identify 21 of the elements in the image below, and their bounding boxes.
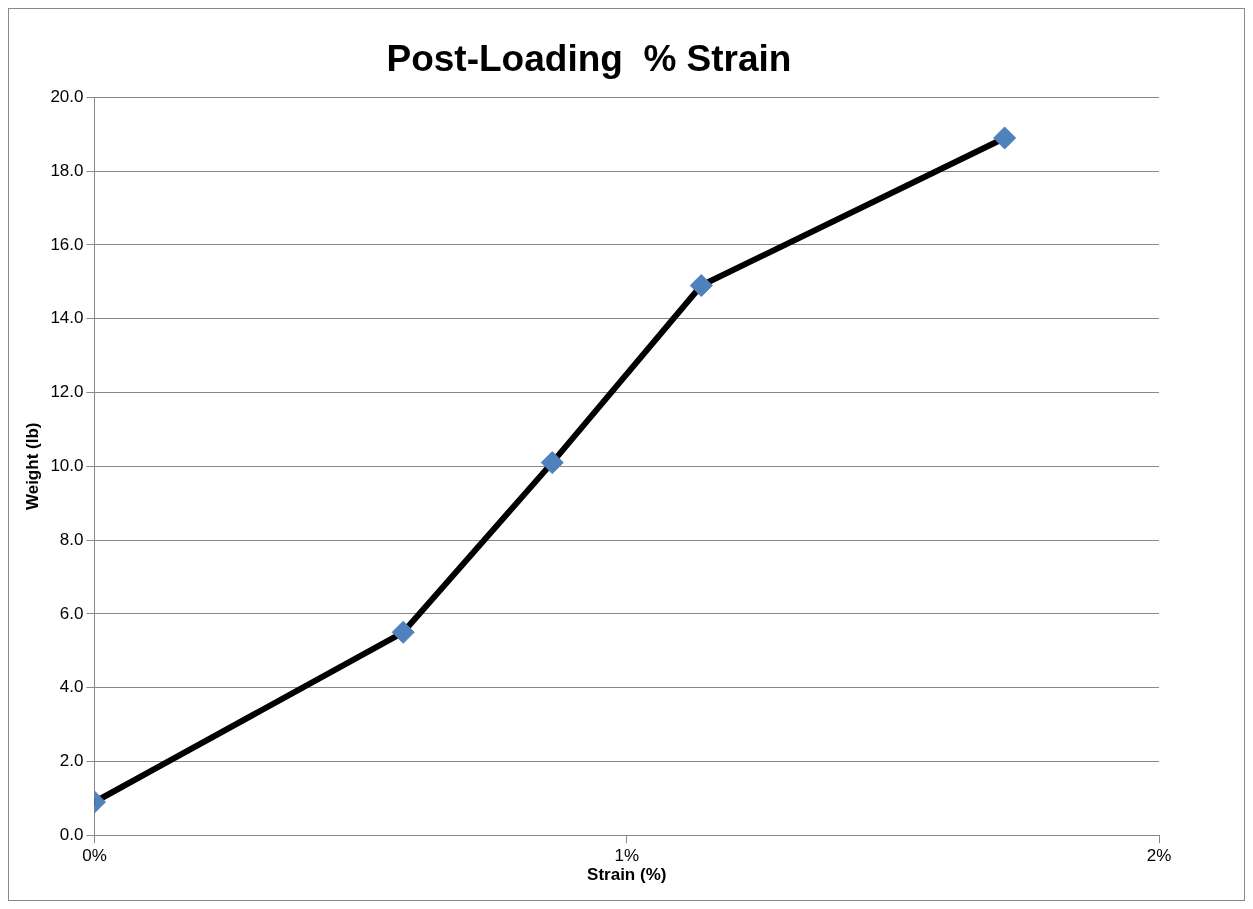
y-axis-title: Weight (lb) xyxy=(22,422,42,511)
y-tick-label: 20.0 xyxy=(50,87,84,107)
chart-title: Post-Loading % Strain xyxy=(386,38,792,80)
point xyxy=(689,274,713,298)
y-tick-label: 0.0 xyxy=(59,824,84,844)
x-tick-label: 2% xyxy=(1146,846,1172,866)
y-tick-label: 8.0 xyxy=(59,529,84,549)
y-tick-label: 6.0 xyxy=(59,603,84,623)
y-tick-label: 14.0 xyxy=(50,308,84,328)
point xyxy=(993,126,1017,150)
x-tick-label: 1% xyxy=(614,846,640,866)
y-tick-label: 18.0 xyxy=(50,160,84,180)
y-tick-label: 10.0 xyxy=(50,455,84,475)
point xyxy=(540,451,564,475)
point xyxy=(391,620,415,644)
x-axis-title: Strain (%) xyxy=(587,865,667,885)
y-tick-label: 12.0 xyxy=(50,382,84,402)
y-tick-label: 16.0 xyxy=(50,234,84,254)
y-tick-label: 4.0 xyxy=(59,677,84,697)
y-tick-label: 2.0 xyxy=(59,751,84,771)
x-tick-label: 0% xyxy=(82,846,107,866)
